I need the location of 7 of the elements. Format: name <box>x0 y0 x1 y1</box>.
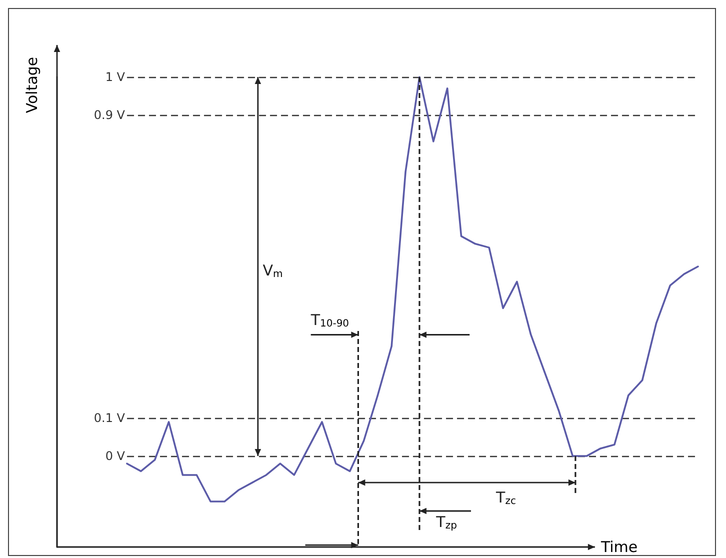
y-tick-label: 0.9 V <box>94 108 126 122</box>
y-tick-label: 1 V <box>105 70 126 84</box>
x-axis-title: Time <box>600 538 638 556</box>
line-series <box>126 76 699 502</box>
y-tick-label: 0.1 V <box>94 411 126 426</box>
y-axis-title: Voltage <box>23 56 41 114</box>
y-tick-label: 0 V <box>105 449 126 464</box>
